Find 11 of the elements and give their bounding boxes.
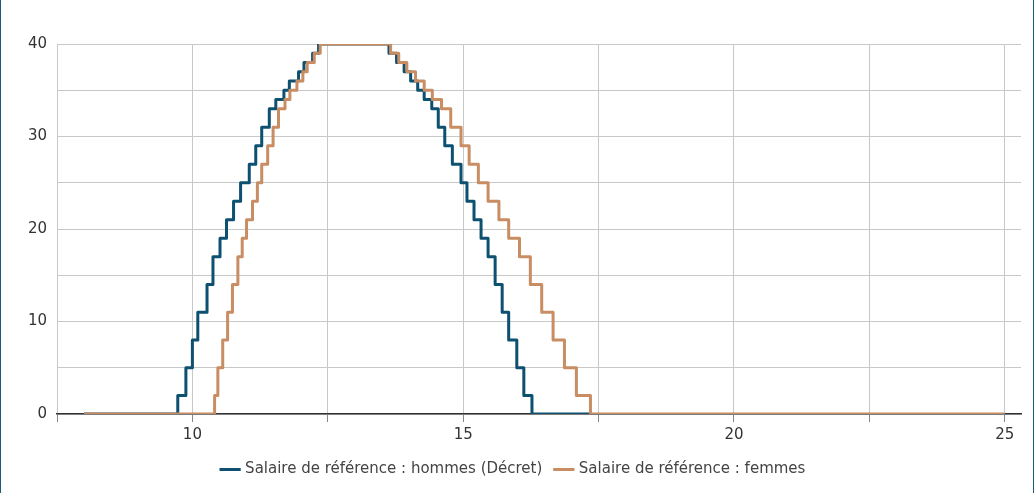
legend-label: Salaire de référence : femmes <box>578 459 806 478</box>
x-tick-label: 25 <box>995 424 1015 443</box>
y-tick-label: 20 <box>27 218 47 237</box>
x-tick-label: 15 <box>453 424 473 443</box>
y-tick-label: 10 <box>27 311 47 330</box>
y-tick-label: 40 <box>27 33 47 52</box>
y-tick-label: 30 <box>27 126 47 145</box>
x-tick-label: 10 <box>182 424 202 443</box>
legend-label: Salaire de référence : hommes (Décret) <box>245 459 543 478</box>
y-tick-label: 0 <box>37 403 47 422</box>
x-tick-label: 20 <box>724 424 744 443</box>
